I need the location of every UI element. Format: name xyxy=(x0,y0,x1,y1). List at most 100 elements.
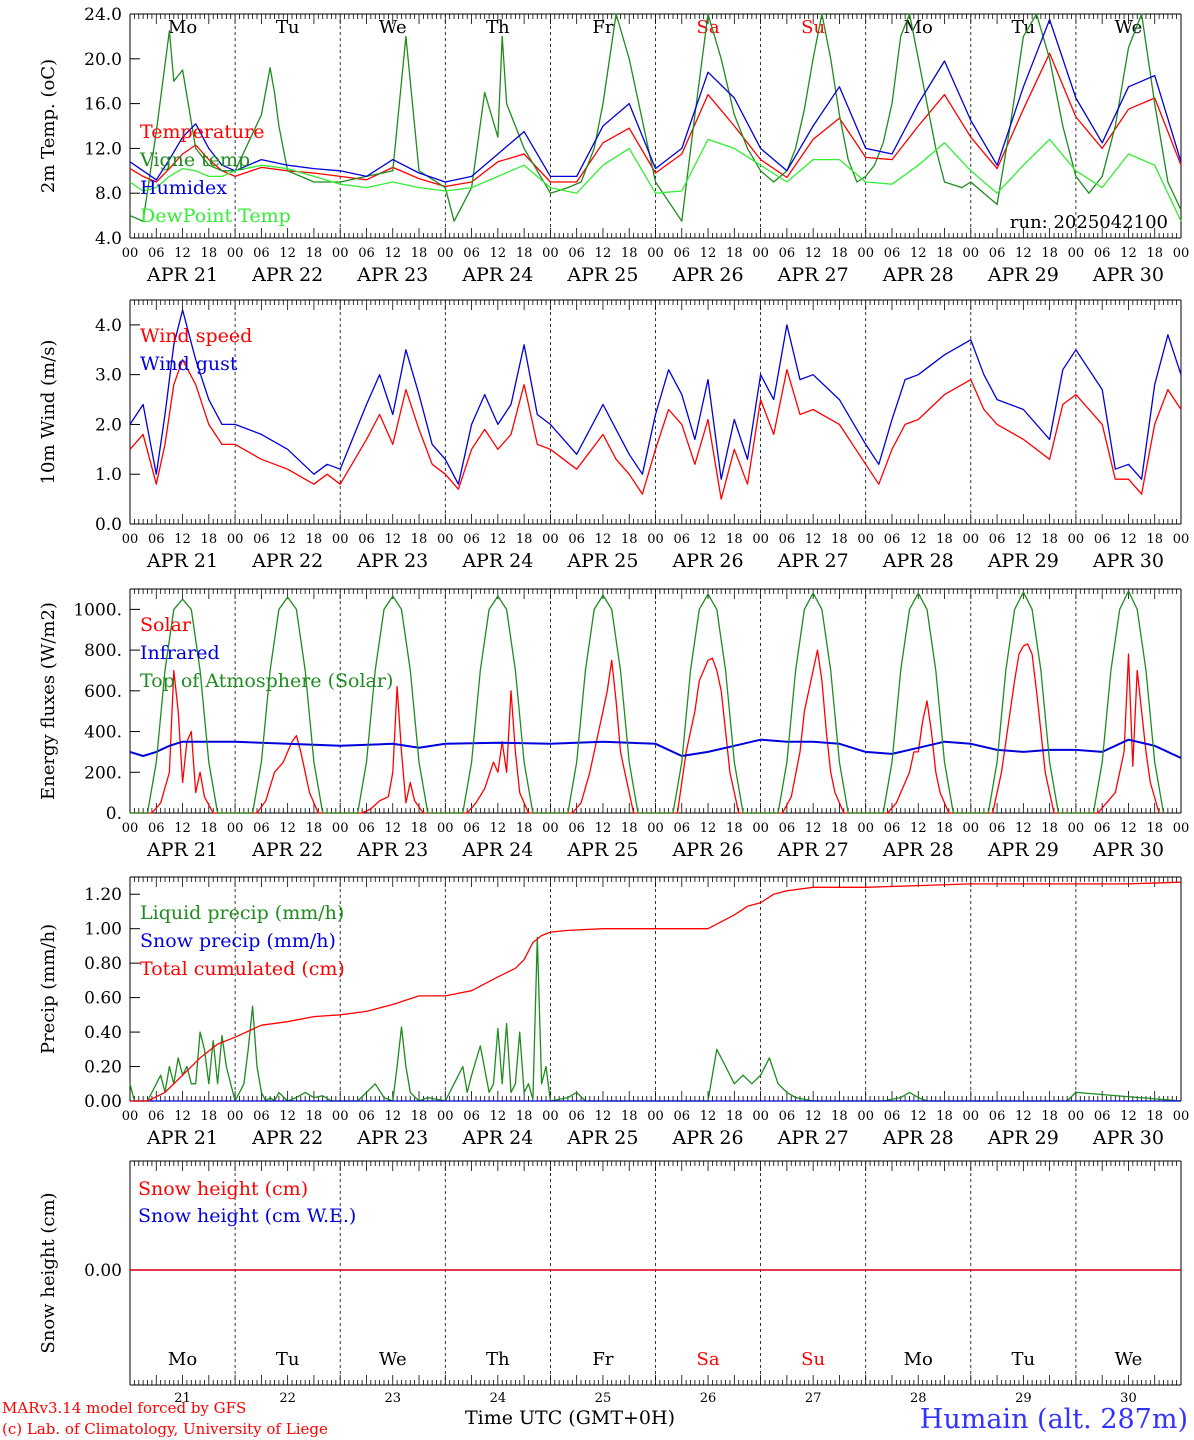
series-line xyxy=(130,590,1165,814)
y-tick-label: 0.00 xyxy=(84,1261,122,1281)
hour-tick-label: 00 xyxy=(227,1109,244,1124)
legend-entry: Infrared xyxy=(140,642,220,664)
date-label: APR 30 xyxy=(1092,264,1164,286)
hour-tick-label: 12 xyxy=(595,1109,612,1124)
day-name-label: Sa xyxy=(697,1349,720,1370)
date-label: APR 23 xyxy=(356,1127,428,1149)
hour-tick-label: 12 xyxy=(174,532,191,547)
hour-tick-label: 00 xyxy=(752,1109,769,1124)
hour-tick-label: 06 xyxy=(253,1109,270,1124)
y-tick-label: 600. xyxy=(84,682,122,702)
date-label: APR 28 xyxy=(882,839,954,861)
y-tick-label: 800. xyxy=(84,641,122,661)
y-tick-label: 0. xyxy=(106,804,122,824)
hour-tick-label: 00 xyxy=(1173,1109,1190,1124)
panel-1: Mo Tu We Th Fr Sa Su Mo Tu We 00 06 12 18 APR 21 00 06 12… xyxy=(38,5,1189,286)
date-label: APR 23 xyxy=(356,264,428,286)
day-number-label: 22 xyxy=(279,1391,296,1406)
y-axis-label: Snow height (cm) xyxy=(38,1192,59,1353)
hour-tick-label: 06 xyxy=(1094,821,1111,836)
hour-tick-label: 18 xyxy=(516,246,533,261)
hour-tick-label: 06 xyxy=(1094,246,1111,261)
hour-tick-label: 00 xyxy=(1068,821,1085,836)
hour-tick-label: 18 xyxy=(726,532,743,547)
hour-tick-label: 12 xyxy=(910,821,927,836)
hour-tick-label: 18 xyxy=(621,246,638,261)
hour-tick-label: 18 xyxy=(936,1109,953,1124)
hour-tick-label: 18 xyxy=(516,532,533,547)
hour-tick-label: 00 xyxy=(963,821,980,836)
date-label: APR 29 xyxy=(987,264,1059,286)
panel-3: 00 06 12 18 APR 21 00 06 12 18 APR 22 00 06 12 18 APR … xyxy=(38,588,1190,861)
y-tick-label: 2.0 xyxy=(95,415,122,435)
hour-tick-label: 12 xyxy=(1015,532,1032,547)
series-line xyxy=(129,738,1182,759)
y-tick-label: 0.20 xyxy=(84,1058,122,1078)
hour-tick-label: 00 xyxy=(857,1109,874,1124)
hour-tick-label: 12 xyxy=(384,1109,401,1124)
hour-tick-label: 00 xyxy=(963,246,980,261)
hour-tick-label: 06 xyxy=(674,246,691,261)
legend-entry: Vigne temp xyxy=(139,149,250,171)
hour-tick-label: 12 xyxy=(174,821,191,836)
day-name-label: We xyxy=(379,1349,407,1370)
date-label: APR 26 xyxy=(672,550,744,572)
hour-tick-label: 18 xyxy=(831,532,848,547)
hour-tick-label: 06 xyxy=(358,821,375,836)
hour-tick-label: 18 xyxy=(306,532,323,547)
hour-tick-label: 12 xyxy=(910,1109,927,1124)
hour-tick-label: 18 xyxy=(726,821,743,836)
panel-5: 0.00 Snow height (cm) Snow height (cm) Snow… xyxy=(38,1160,1182,1406)
date-label: APR 21 xyxy=(146,550,218,572)
hour-tick-label: 12 xyxy=(1015,1109,1032,1124)
hour-tick-label: 06 xyxy=(779,821,796,836)
hour-tick-label: 00 xyxy=(1173,821,1190,836)
date-label: APR 25 xyxy=(566,839,638,861)
hour-tick-label: 18 xyxy=(201,1109,218,1124)
day-number-label: 26 xyxy=(700,1391,717,1406)
hour-tick-label: 18 xyxy=(621,821,638,836)
hour-tick-label: 06 xyxy=(884,532,901,547)
hour-tick-label: 00 xyxy=(1173,532,1190,547)
hour-tick-label: 12 xyxy=(910,246,927,261)
date-label: APR 28 xyxy=(882,1127,954,1149)
date-label: APR 27 xyxy=(777,550,849,572)
day-number-label: 24 xyxy=(490,1391,507,1406)
date-label: APR 23 xyxy=(356,839,428,861)
hour-tick-label: 06 xyxy=(253,246,270,261)
y-axis-label: Energy fluxes (W/m2) xyxy=(38,602,59,800)
hour-tick-label: 12 xyxy=(279,821,296,836)
panel-2: 00 06 12 18 APR 21 00 06 12 18 APR 22 00 06 12 18 APR … xyxy=(38,299,1190,572)
hour-tick-label: 00 xyxy=(542,246,559,261)
hour-tick-label: 00 xyxy=(542,821,559,836)
hour-tick-label: 00 xyxy=(1068,1109,1085,1124)
legend-entry: Temperature xyxy=(140,121,264,143)
day-name-label: Su xyxy=(801,17,825,38)
hour-tick-label: 06 xyxy=(674,821,691,836)
day-name-label: Fr xyxy=(592,17,613,38)
hour-tick-label: 00 xyxy=(437,821,454,836)
hour-tick-label: 00 xyxy=(122,246,139,261)
hour-tick-label: 12 xyxy=(595,246,612,261)
hour-tick-label: 18 xyxy=(516,821,533,836)
hour-tick-label: 12 xyxy=(384,821,401,836)
hour-tick-label: 12 xyxy=(805,1109,822,1124)
hour-tick-label: 00 xyxy=(227,821,244,836)
hour-tick-label: 12 xyxy=(805,246,822,261)
hour-tick-label: 00 xyxy=(647,532,664,547)
y-tick-label: 12.0 xyxy=(84,139,122,159)
hour-tick-label: 00 xyxy=(437,1109,454,1124)
hour-tick-label: 06 xyxy=(989,821,1006,836)
series-line xyxy=(130,881,1182,1102)
run-label: run: 2025042100 xyxy=(1010,212,1168,233)
hour-tick-label: 18 xyxy=(1146,532,1163,547)
hour-tick-label: 00 xyxy=(227,246,244,261)
hour-tick-label: 00 xyxy=(857,532,874,547)
hour-tick-label: 00 xyxy=(1068,532,1085,547)
date-label: APR 23 xyxy=(356,550,428,572)
y-tick-label: 1000. xyxy=(73,600,122,620)
hour-tick-label: 00 xyxy=(332,246,349,261)
day-name-label: We xyxy=(1115,17,1143,38)
hour-tick-label: 12 xyxy=(279,532,296,547)
hour-tick-label: 12 xyxy=(384,246,401,261)
